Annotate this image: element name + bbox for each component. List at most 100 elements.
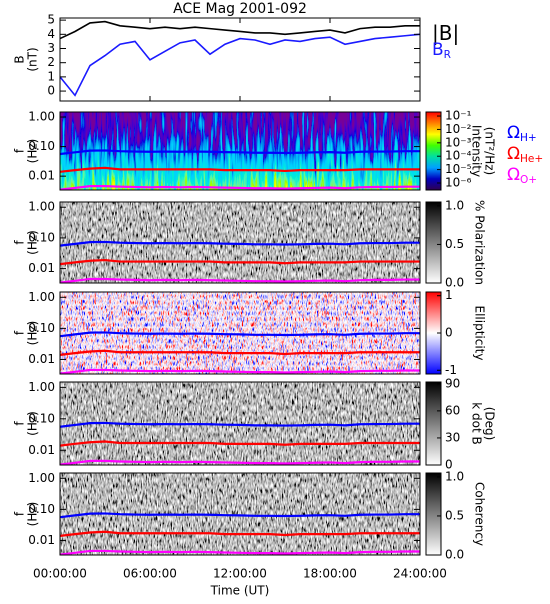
colorbar [425,201,442,284]
plot-frame [59,111,421,191]
legend-subscript: O+ [520,174,537,186]
colorbar-tick-label: 10⁻⁶ [445,175,472,189]
colorbar-tick-label: 0.5 [445,237,464,251]
y-axis-label: f [13,421,27,426]
colorbar-tick-label: 30 [445,430,460,444]
y-axis-label: f [13,330,27,335]
colorbar-label: Ellipticity [473,306,487,361]
legend-subscript: H+ [520,132,537,144]
colorbar-tick-label: 1.0 [445,198,464,212]
gyrofrequency-line [60,549,420,555]
gyrofrequency-line [60,185,420,190]
x-tick-label: 12:00:00 [213,567,267,581]
y-axis-label: f [13,148,27,153]
gyrofrequency-line [60,349,420,356]
plot-frame [59,17,421,102]
legend-symbol: B [432,40,444,60]
gyrofrequency-line [60,240,420,247]
y-tick-label: 1.00 [28,290,55,304]
legend-entry: ΩHe+ [507,144,543,165]
colorbar [425,381,442,466]
y-axis-label: (Hz) [26,411,40,436]
gyrofrequency-line [60,149,420,156]
plot-frame [59,381,421,466]
legend-symbol: Ω [507,165,520,185]
colorbar-tick-label: 1 [445,288,453,302]
gyrofrequency-line [60,166,420,173]
plot-frame [59,291,421,375]
y-axis-label: B [13,55,27,63]
y-axis-label: (Hz) [26,502,40,527]
colorbar-tick-label: 10⁻² [445,122,472,136]
y-tick-label: 0.10 [28,230,55,244]
data-line [60,20,420,40]
gyro-lines [60,331,420,374]
colorbar-tick-label: 0.0 [445,548,464,562]
x-tick-label: 24:00:00 [393,567,447,581]
gyrofrequency-line [60,512,420,519]
colorbar-label: Coherency [473,482,487,546]
gyrofrequency-line [60,331,420,338]
legend-entry: ΩH+ [507,123,537,144]
plot-frame [59,201,421,284]
plot-area [60,20,420,97]
gyro-lines [60,512,420,555]
colorbar-label: % Polarization [473,200,487,285]
x-tick-label: 06:00:00 [123,567,177,581]
colorbar-tick-label: 10⁻¹ [445,109,472,123]
y-tick-label: 1 [47,69,55,83]
y-axis-label: f [13,511,27,516]
series [60,33,420,97]
legend-subscript: He+ [520,153,543,165]
legend-subscript: R [444,49,452,61]
y-tick-label: 0.10 [28,139,55,153]
y-tick-label: 1.00 [28,110,55,124]
x-tick-label: 00:00:00 [33,567,87,581]
legend-entry: ΩO+ [507,165,537,186]
gyrofrequency-line [60,440,420,447]
colorbar-tick-label: 10⁻⁴ [445,149,472,163]
y-axis-label: (nT) [26,47,40,71]
colorbar-tick-label: 60 [445,403,460,417]
colorbar-tick-label: -1 [445,363,457,377]
y-tick-label: 0.01 [28,533,55,547]
colorbar-tick-label: 10⁻³ [445,135,472,149]
y-tick-label: 0.10 [28,321,55,335]
y-tick-label: 4 [47,27,55,41]
colorbar-label: (nT²/Hz) [483,127,497,175]
y-tick-label: 1.00 [28,200,55,214]
colorbar-label: Intensity [470,125,484,177]
colorbar-tick-label: 0.5 [445,508,464,522]
y-axis-label: f [13,240,27,245]
colorbar [425,111,442,191]
colorbar [425,472,442,556]
gyrofrequency-line [60,530,420,537]
colorbar-tick-label: 0 [445,458,453,472]
gyrofrequency-line [60,459,420,465]
gyrofrequency-line [60,368,420,374]
y-axis-label: (Hz) [26,321,40,346]
y-tick-label: 1.00 [28,471,55,485]
colorbar-tick-label: 10⁻⁵ [445,162,472,176]
legend-symbol: Ω [507,144,520,164]
colorbar-label: k dot B [470,402,484,444]
gyro-lines [60,149,420,190]
y-tick-label: 0.10 [28,411,55,425]
x-tick-label: 18:00:00 [303,567,357,581]
y-tick-label: 0.01 [28,169,55,183]
gyro-lines [60,421,420,465]
y-tick-label: 5 [47,13,55,27]
data-line [60,33,420,97]
gyrofrequency-line [60,277,420,283]
y-tick-label: 0.01 [28,352,55,366]
colorbar-tick-label: 90 [445,376,460,390]
legend-symbol: Ω [507,123,520,143]
legend-entry: |B| [432,21,459,45]
y-tick-label: 3 [47,41,55,55]
y-tick-label: 0.01 [28,261,55,275]
chart-title: ACE Mag 2001-092 [173,1,307,17]
gyrofrequency-line [60,421,420,428]
y-tick-label: 0 [47,84,55,98]
colorbar-label: (Deg) [483,407,497,441]
